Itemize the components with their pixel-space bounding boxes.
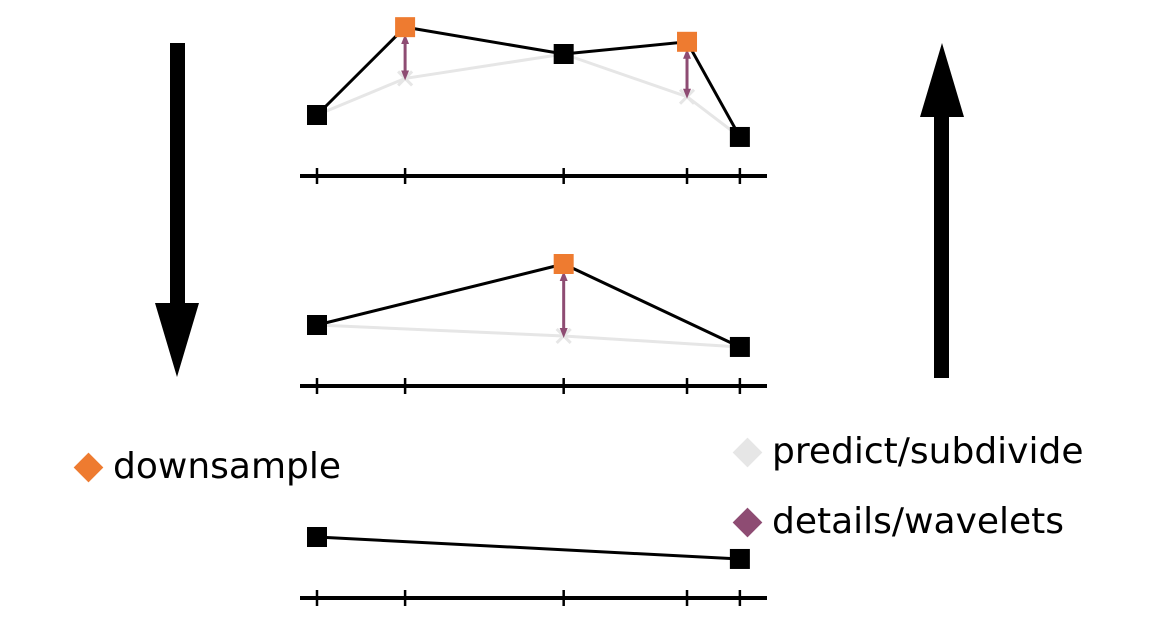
- legend-details-label: details/wavelets: [772, 501, 1065, 542]
- arrow-down-icon: [155, 303, 199, 377]
- level-coarse: [300, 527, 767, 606]
- arrow-up-icon: [920, 43, 964, 117]
- sample-point: [729, 548, 750, 569]
- downsampled-point: [677, 31, 698, 52]
- legend-downsample-label: downsample: [113, 446, 342, 487]
- predicted-curve: [316, 323, 740, 349]
- legend-predict: predict/subdivide: [732, 431, 1084, 472]
- sample-point: [729, 126, 750, 147]
- legend-details: details/wavelets: [732, 501, 1065, 542]
- orange-diamond-icon: [73, 452, 104, 482]
- reconstruct-arrow-shaft: [934, 112, 949, 378]
- sample-point: [307, 105, 327, 125]
- signal-curve: [316, 535, 740, 561]
- sample-point: [307, 315, 327, 335]
- downsampled-point: [553, 254, 574, 274]
- sample-point: [729, 336, 750, 357]
- legend-downsample: downsample: [73, 446, 342, 487]
- signal-curve: [315, 25, 742, 138]
- legend-predict-label: predict/subdivide: [772, 431, 1084, 472]
- downsample-arrow-shaft: [170, 43, 185, 308]
- level-fine: [300, 17, 767, 184]
- predicted-curve: [316, 52, 741, 139]
- sample-point: [553, 44, 574, 64]
- gray-diamond-icon: [732, 437, 763, 467]
- level-medium: [300, 254, 767, 394]
- purple-diamond-icon: [732, 507, 763, 537]
- downsampled-point: [395, 17, 416, 38]
- sample-point: [307, 527, 327, 547]
